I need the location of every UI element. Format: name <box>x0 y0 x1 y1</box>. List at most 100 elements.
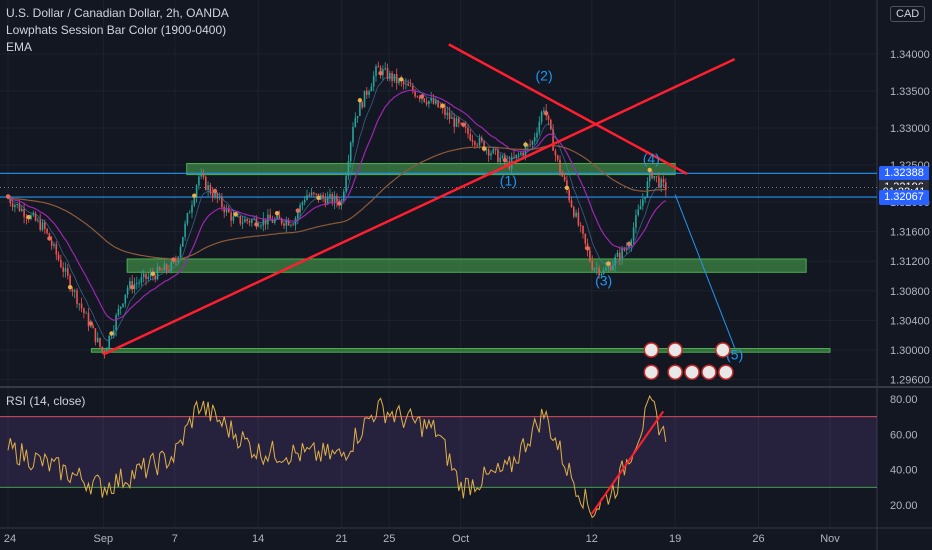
candle-body <box>458 118 460 123</box>
candle-body <box>642 199 644 206</box>
candle-body <box>485 149 488 151</box>
candle-body <box>662 179 665 183</box>
time-tick-label: 7 <box>172 533 178 545</box>
candle-body <box>492 148 495 154</box>
candle-body <box>386 68 389 79</box>
candle-body <box>568 189 570 201</box>
candle-body <box>453 117 455 127</box>
candle-body <box>412 86 414 92</box>
candle-body <box>320 195 322 200</box>
time-tick-label: 25 <box>383 533 395 545</box>
event-flag-icon[interactable] <box>715 342 731 358</box>
wave-projection-line[interactable] <box>674 194 736 348</box>
candle-body <box>614 256 616 266</box>
candle-body <box>90 325 92 327</box>
candle-body <box>474 141 476 145</box>
session-dot <box>626 241 632 247</box>
session-dot <box>564 185 570 191</box>
candle-body <box>159 267 161 270</box>
candle-body <box>315 193 317 195</box>
support-zones[interactable] <box>90 163 831 353</box>
wave-label-3: (3) <box>595 273 612 289</box>
session-dot <box>399 77 404 82</box>
event-flag-icon[interactable] <box>718 364 734 380</box>
price-tick-label: 1.33500 <box>890 86 930 98</box>
candle-body <box>73 290 76 292</box>
candle-body <box>632 227 635 241</box>
candle-body <box>497 149 499 162</box>
event-markers[interactable] <box>643 342 734 380</box>
support-zone-2[interactable] <box>126 258 807 273</box>
candle-body <box>283 223 285 226</box>
candle-body <box>122 303 124 307</box>
horizontal-lines[interactable] <box>0 172 877 198</box>
support-zone-3[interactable] <box>90 348 831 353</box>
candle-body <box>80 303 83 309</box>
candle-body <box>119 306 122 309</box>
candle-body <box>113 330 115 336</box>
session-dot <box>47 236 52 241</box>
price-tick-label: 1.30000 <box>890 345 930 357</box>
trendlines[interactable] <box>102 43 736 356</box>
support-zone-1[interactable] <box>186 163 676 176</box>
candle-body <box>481 137 483 142</box>
event-flag-icon[interactable] <box>701 364 717 380</box>
candle-body <box>540 112 543 122</box>
candle-body <box>257 226 260 228</box>
candle-body <box>356 115 359 118</box>
candle-body <box>566 180 568 190</box>
trendline-2[interactable] <box>448 43 688 175</box>
candle-body <box>138 282 140 284</box>
candle-body <box>644 196 646 200</box>
candle-body <box>423 98 426 102</box>
candle-body <box>533 137 536 142</box>
candle-body <box>110 335 113 337</box>
event-flag-icon[interactable] <box>643 342 660 358</box>
rsi-trendline[interactable] <box>590 410 665 515</box>
time-tick-label: 26 <box>752 533 764 545</box>
price-tick-label: 1.31600 <box>890 227 930 239</box>
candle-body <box>299 205 301 213</box>
candle-body <box>145 273 147 280</box>
candle-body <box>639 205 642 210</box>
session-dot <box>192 193 197 198</box>
candle-body <box>165 264 168 270</box>
event-flag-icon[interactable] <box>643 364 660 380</box>
candle-body <box>193 197 196 206</box>
candle-body <box>218 196 221 199</box>
candle-body <box>175 261 177 263</box>
candle-body <box>455 118 458 127</box>
candle-body <box>269 214 271 220</box>
session-dot <box>295 208 300 213</box>
trendline-1[interactable] <box>102 58 736 356</box>
event-flag-icon[interactable] <box>667 342 683 358</box>
session-dot <box>171 257 176 262</box>
candle-body <box>596 267 598 269</box>
currency-button[interactable]: CAD <box>890 6 926 22</box>
candle-body <box>60 259 62 268</box>
candle-body <box>515 154 518 158</box>
price-tick-label: 1.29600 <box>890 375 930 387</box>
candle-body <box>11 203 14 208</box>
candle-body <box>126 287 129 295</box>
candle-body <box>207 185 209 190</box>
candle-body <box>602 270 605 274</box>
candle-body <box>149 273 152 277</box>
candle-body <box>469 134 472 141</box>
candle-body <box>343 191 345 201</box>
candle-body <box>221 196 223 207</box>
ema-slow-line <box>7 144 666 260</box>
candle-body <box>67 268 69 276</box>
candle-body <box>191 205 193 213</box>
candle-body <box>370 86 373 92</box>
candle-body <box>345 175 347 192</box>
event-flag-icon[interactable] <box>667 364 683 380</box>
candle-body <box>368 91 370 95</box>
candle-body <box>209 185 212 194</box>
candle-body <box>366 90 368 95</box>
candle-body <box>154 275 156 280</box>
event-flag-icon[interactable] <box>684 364 700 380</box>
candle-body <box>543 110 545 113</box>
price-tag-1: 1.32388 <box>879 165 929 181</box>
